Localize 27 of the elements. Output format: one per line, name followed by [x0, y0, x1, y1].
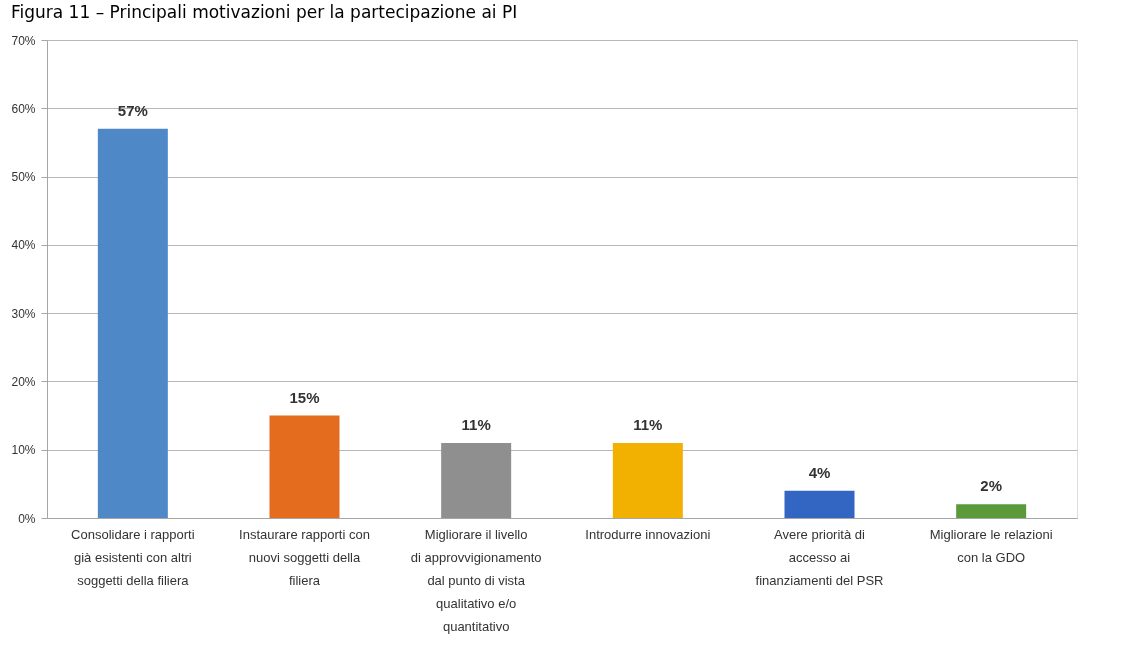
- y-tick-label: 10%: [11, 443, 36, 458]
- y-tick-label: 30%: [11, 306, 36, 321]
- bar: [97, 128, 168, 518]
- bar: [612, 442, 683, 518]
- data-label: 57%: [117, 101, 148, 119]
- x-tick-label: Introdurre innovazioni: [585, 526, 711, 542]
- bar: [441, 442, 512, 518]
- x-tick-label: Consolidare i rapporti già esistenti con altri soggetti della filiera: [71, 526, 195, 588]
- y-tick-label: 70%: [11, 33, 36, 48]
- x-tick-label: Migliorare le relazioni con la GDO: [929, 526, 1053, 565]
- y-tick-label: 40%: [11, 238, 36, 253]
- x-tick-label: Avere priorità di accesso ai finanziamenti del PSR: [755, 526, 884, 588]
- bar: [956, 504, 1027, 518]
- data-label: 4%: [808, 463, 831, 481]
- y-tick-label: 20%: [11, 374, 36, 389]
- data-label: 11%: [633, 415, 663, 433]
- bar: [784, 490, 855, 518]
- x-tick-label: Instaurare rapporti con nuovi soggetti della filiera: [239, 526, 370, 588]
- x-tick-label: Migliorare il livello di approvvigionamento dal punto di vista qualitativo e/o quantitativo: [410, 526, 542, 634]
- data-label: 15%: [289, 388, 320, 406]
- y-tick-label: 60%: [11, 101, 36, 116]
- data-label: 11%: [461, 415, 491, 433]
- data-label: 2%: [980, 477, 1003, 495]
- y-tick-label: 50%: [11, 170, 36, 185]
- chart-title: Figura 11 – Principali motivazioni per la partecipazione ai PI: [10, 2, 518, 22]
- bar: [269, 415, 340, 518]
- y-tick-label: 0%: [18, 511, 36, 526]
